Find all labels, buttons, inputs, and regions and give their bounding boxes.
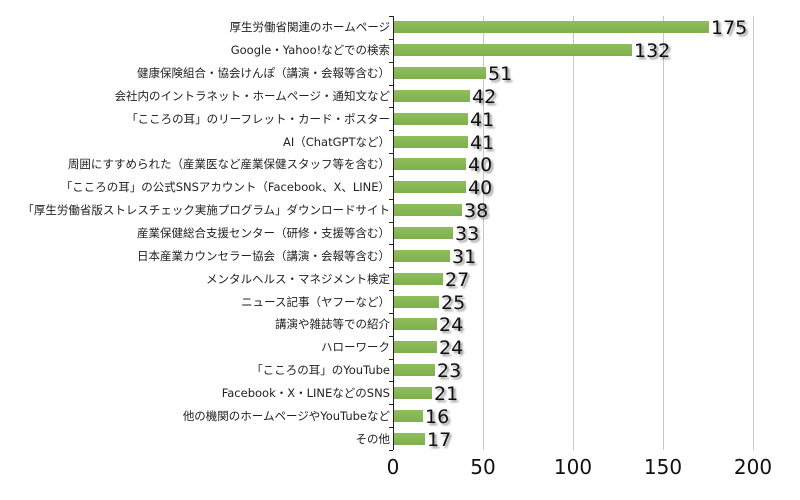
bar <box>394 341 437 353</box>
value-label: 132 <box>634 40 671 62</box>
y-axis-tick <box>389 450 393 451</box>
value-label: 175 <box>711 17 748 39</box>
bar <box>394 318 437 330</box>
value-label: 24 <box>439 314 464 336</box>
category-label: Google・Yahoo!などでの検索 <box>230 43 390 57</box>
y-axis-tick <box>389 107 393 108</box>
value-label: 31 <box>452 246 477 268</box>
y-axis-tick <box>389 130 393 131</box>
value-label: 41 <box>470 109 495 131</box>
category-label: 健康保険組合・協会けんぽ（講演・会報等含む） <box>137 66 390 80</box>
value-label: 41 <box>470 132 495 154</box>
y-axis-tick <box>389 85 393 86</box>
value-label: 42 <box>472 86 497 108</box>
bar <box>394 433 425 445</box>
bar <box>394 113 468 125</box>
y-axis-tick <box>389 290 393 291</box>
value-label: 21 <box>434 383 459 405</box>
y-axis-tick <box>389 222 393 223</box>
y-axis-tick <box>389 359 393 360</box>
bar <box>394 227 453 239</box>
bar <box>394 387 432 399</box>
value-label: 17 <box>427 429 452 451</box>
y-axis-tick <box>389 39 393 40</box>
category-label: その他 <box>355 432 391 446</box>
category-label: 「こころの耳」のYouTube <box>251 363 390 377</box>
category-label: 「こころの耳」のリーフレット・カード・ポスター <box>126 112 390 126</box>
category-label: 会社内のイントラネット・ホームページ・通知文など <box>114 89 390 103</box>
category-label: 産業保健総合支援センター（研修・支援等含む） <box>137 226 390 240</box>
value-label: 40 <box>468 154 493 176</box>
value-label: 16 <box>425 406 450 428</box>
y-axis-tick <box>389 404 393 405</box>
value-label: 24 <box>439 337 464 359</box>
bar <box>394 136 468 148</box>
value-label: 27 <box>445 269 470 291</box>
bar <box>394 204 462 216</box>
y-axis-tick <box>389 381 393 382</box>
category-label: 厚生労働省関連のホームページ <box>229 20 390 34</box>
bar <box>394 273 443 285</box>
value-label: 23 <box>437 360 462 382</box>
value-label: 51 <box>488 63 513 85</box>
category-label: ハローワーク <box>321 340 390 354</box>
bar <box>394 364 435 376</box>
bar <box>394 67 486 79</box>
bar <box>394 410 423 422</box>
category-label: AI（ChatGPTなど） <box>282 135 390 149</box>
bar <box>394 90 470 102</box>
y-axis-tick <box>389 267 393 268</box>
value-label: 40 <box>468 177 493 199</box>
category-label: メンタルヘルス・マネジメント検定 <box>206 272 390 286</box>
gridline <box>483 16 484 450</box>
category-label: ニュース記事（ヤフーなど） <box>241 295 390 309</box>
value-label: 25 <box>441 292 466 314</box>
y-axis-tick <box>389 336 393 337</box>
category-label: 日本産業カウンセラー協会（講演・会報等含む） <box>137 249 390 263</box>
bar <box>394 44 632 56</box>
x-axis-tick-label: 150 <box>643 455 683 479</box>
category-label: Facebook・X・LINEなどのSNS <box>221 386 390 400</box>
value-label: 33 <box>455 223 480 245</box>
category-label: 「厚生労働省版ストレスチェック実施プログラム」ダウンロードサイト <box>22 203 390 217</box>
gridline <box>753 16 754 450</box>
x-axis-tick-label: 100 <box>553 455 593 479</box>
bar <box>394 250 450 262</box>
y-axis-tick <box>389 176 393 177</box>
category-label: 他の機関のホームページやYouTubeなど <box>182 409 390 423</box>
category-label: 周囲にすすめられた（産業医など産業保健スタッフ等を含む） <box>67 157 390 171</box>
gridline <box>663 16 664 450</box>
gridline <box>573 16 574 450</box>
bar <box>394 158 466 170</box>
bar <box>394 296 439 308</box>
x-axis-tick-label: 0 <box>386 455 400 479</box>
y-axis-line <box>393 16 394 450</box>
value-label: 38 <box>464 200 489 222</box>
bar <box>394 21 709 33</box>
y-axis-tick <box>389 153 393 154</box>
y-axis-tick <box>389 199 393 200</box>
bar <box>394 181 466 193</box>
category-label: 講演や雑誌等での紹介 <box>275 317 390 331</box>
y-axis-tick <box>389 62 393 63</box>
y-axis-tick <box>389 313 393 314</box>
y-axis-tick <box>389 427 393 428</box>
x-axis-tick-label: 50 <box>470 455 496 479</box>
y-axis-tick <box>389 16 393 17</box>
category-label: 「こころの耳」の公式SNSアカウント（Facebook、X、LINE） <box>60 180 390 194</box>
x-axis-tick-label: 200 <box>733 455 773 479</box>
y-axis-tick <box>389 244 393 245</box>
